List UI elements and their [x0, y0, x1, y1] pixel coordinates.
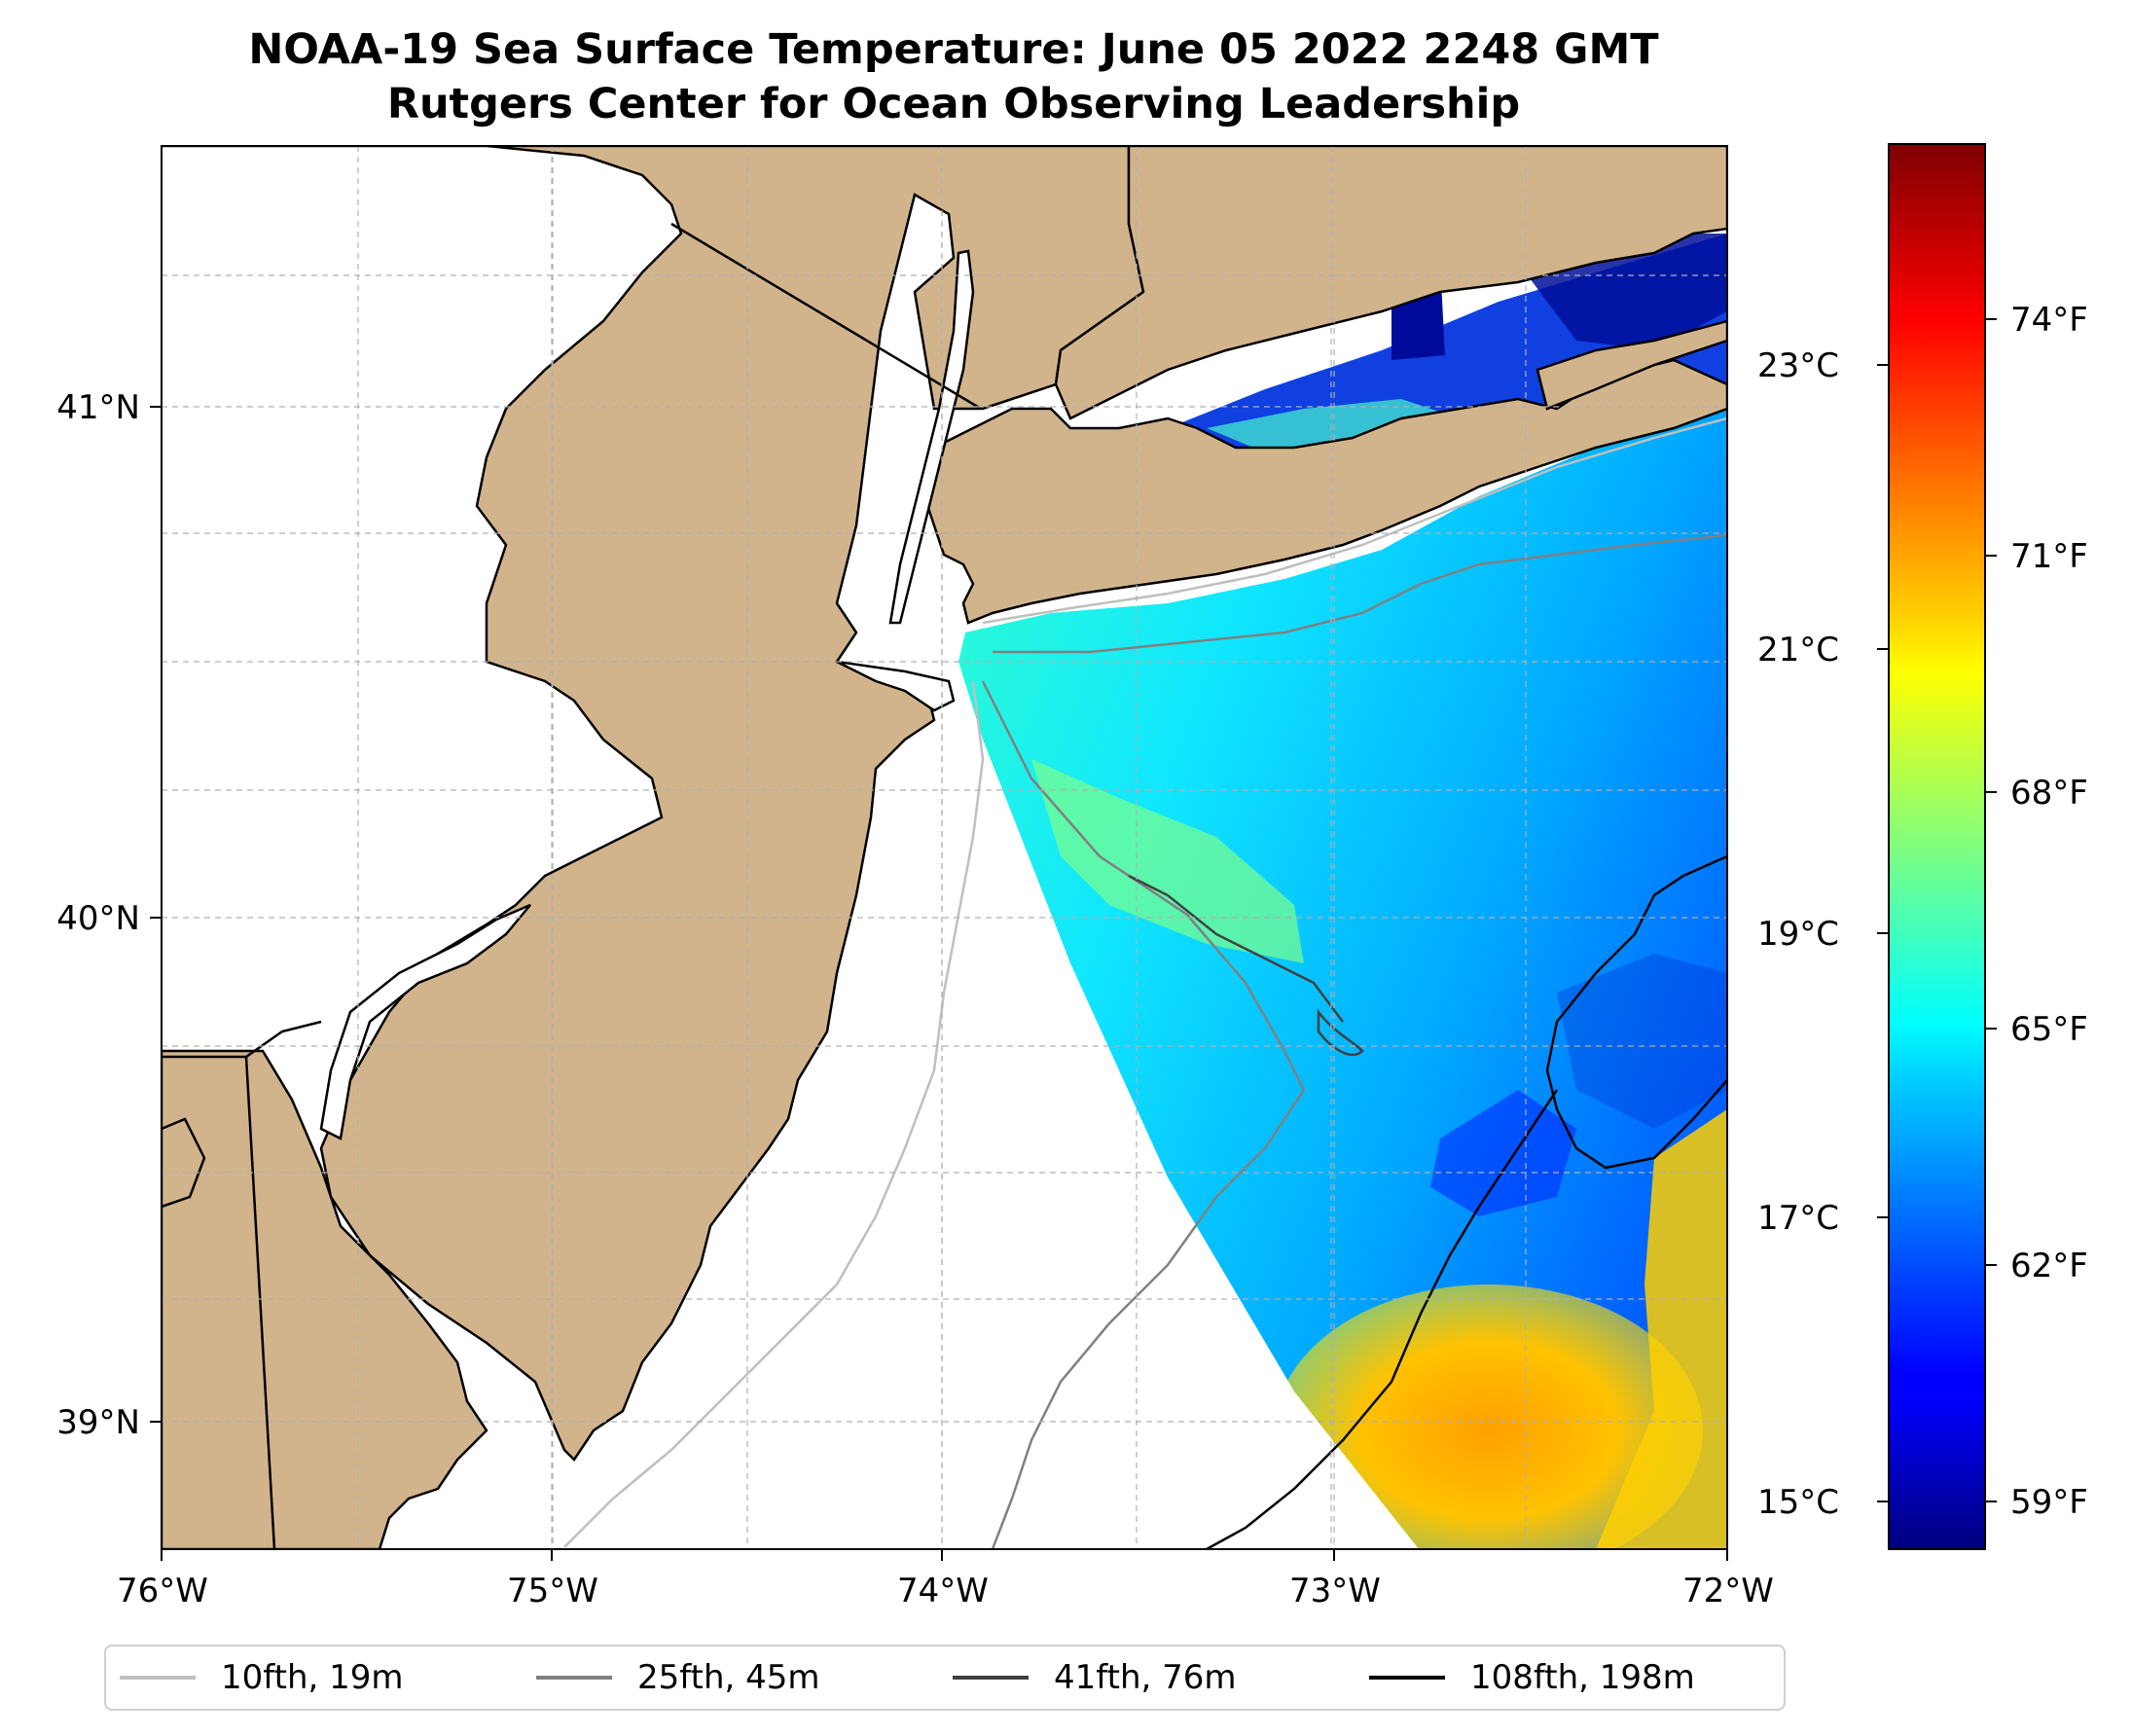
colorbar-tick-15c: 15°C	[1757, 1483, 1840, 1522]
state-boundary-pa-de	[162, 1020, 322, 1059]
lon-tick-75w: 75°W	[507, 1572, 598, 1610]
legend-entry-41fth: 41fth, 76m	[953, 1646, 1237, 1709]
legend-label-41fth: 41fth, 76m	[1054, 1658, 1237, 1697]
colorbar-tick-74f: 74°F	[2010, 301, 2088, 340]
axis-ticks	[150, 406, 1728, 1561]
legend-label-108fth: 108fth, 198m	[1470, 1658, 1695, 1697]
colorbar-tick-23c: 23°C	[1757, 346, 1840, 385]
legend-entry-25fth: 25fth, 45m	[536, 1646, 820, 1709]
colorbar-tick-59f: 59°F	[2010, 1483, 2088, 1522]
isobath-108fth-south	[1206, 1089, 1559, 1549]
land-delaware	[162, 1049, 488, 1549]
sst-swath	[958, 407, 1727, 1549]
land-long-island	[922, 358, 1727, 625]
colorbar-tick-21c: 21°C	[1757, 631, 1840, 669]
legend-label-10fth: 10fth, 19m	[221, 1658, 404, 1697]
lat-tick-39n: 39°N	[56, 1403, 140, 1442]
colorbar-tick-19c: 19°C	[1757, 915, 1840, 954]
state-boundary-de-md	[244, 1056, 276, 1549]
legend-label-25fth: 25fth, 45m	[637, 1658, 820, 1697]
legend-entry-108fth: 108fth, 198m	[1369, 1646, 1695, 1709]
isobath-10fth	[563, 680, 985, 1548]
graticule-major	[162, 146, 1727, 1549]
river-delaware	[319, 903, 531, 1140]
map-frame	[161, 145, 1728, 1550]
lon-tick-76w: 76°W	[117, 1572, 208, 1610]
colorbar-tick-65f: 65°F	[2010, 1010, 2088, 1049]
lat-tick-40n: 40°N	[56, 899, 140, 938]
legend-swatch-41fth	[953, 1676, 1029, 1680]
colorbar-tick-71f: 71°F	[2010, 537, 2088, 576]
state-boundary-nj-ny	[670, 222, 982, 411]
sst-cold-pool	[1430, 1090, 1576, 1216]
colorbar-tick-17c: 17°C	[1757, 1199, 1840, 1238]
land-connecticut	[1054, 146, 1727, 420]
legend-swatch-108fth	[1369, 1676, 1445, 1680]
colorbar-tick-68f: 68°F	[2010, 774, 2088, 813]
lon-tick-73w: 73°W	[1289, 1572, 1381, 1610]
legend-swatch-25fth	[536, 1676, 612, 1680]
colorbar-tick-62f: 62°F	[2010, 1247, 2088, 1285]
lon-tick-72w: 72°W	[1682, 1572, 1774, 1610]
colorbar-ticks	[1877, 318, 1997, 1502]
isobath-41fth-shoal	[1317, 1008, 1364, 1057]
land-mainland	[162, 146, 1145, 1462]
land-sandy-hook	[836, 660, 956, 712]
lat-tick-41n: 41°N	[56, 388, 140, 427]
sst-warm-eddy	[1275, 1284, 1703, 1549]
land-long-island-north-fork	[1536, 319, 1727, 411]
land-delmarva-west	[162, 1117, 206, 1209]
map-title: NOAA-19 Sea Surface Temperature: June 05…	[248, 25, 1659, 74]
isobath-legend: 10fth, 19m 25fth, 45m 41fth, 76m 108fth,…	[104, 1645, 1786, 1711]
sst-cold-patch	[1557, 954, 1727, 1129]
isobath-108fth	[1545, 854, 1727, 1170]
sst-nearshore-band	[1031, 759, 1304, 963]
isobath-25fth-li	[993, 533, 1727, 654]
legend-entry-10fth: 10fth, 19m	[120, 1646, 404, 1709]
river-hudson	[888, 249, 975, 625]
isobath-10fth-li	[982, 416, 1727, 625]
isobath-41fth	[1128, 874, 1344, 1023]
colorbar	[1888, 143, 1986, 1550]
map-subtitle: Rutgers Center for Ocean Observing Leade…	[386, 80, 1521, 128]
legend-swatch-10fth	[120, 1676, 196, 1680]
sst-warm-east	[1596, 1109, 1727, 1549]
lon-tick-74w: 74°W	[897, 1572, 989, 1610]
